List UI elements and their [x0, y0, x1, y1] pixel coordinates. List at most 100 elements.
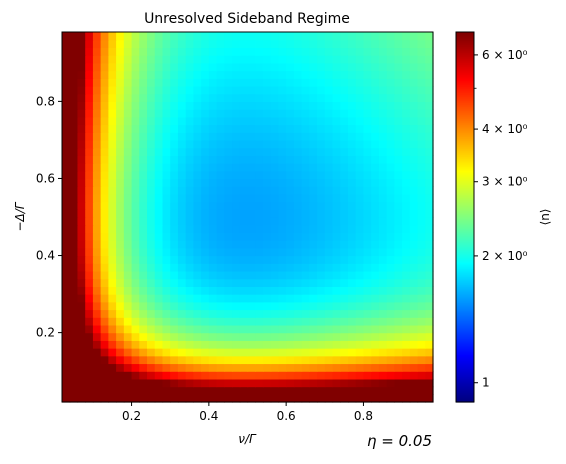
- heatmap-cell: [262, 70, 272, 79]
- heatmap-cell: [425, 355, 434, 365]
- heatmap-cell: [355, 178, 365, 187]
- heatmap-cell: [77, 39, 86, 49]
- heatmap-cell: [417, 340, 426, 349]
- heatmap-cell: [232, 363, 241, 372]
- colorbar-segment: [456, 210, 474, 213]
- heatmap-cell: [69, 163, 79, 172]
- heatmap-cell: [108, 232, 117, 241]
- heatmap-cell: [301, 193, 310, 203]
- heatmap-cell: [332, 163, 341, 172]
- heatmap-cell: [108, 263, 117, 272]
- heatmap-cell: [247, 132, 256, 141]
- heatmap-cell: [347, 386, 357, 395]
- heatmap-cell: [386, 155, 395, 164]
- heatmap-cell: [201, 348, 210, 357]
- heatmap-cell: [402, 294, 411, 303]
- colorbar-segment: [456, 86, 474, 89]
- heatmap-cell: [193, 255, 202, 264]
- heatmap-cell: [108, 39, 117, 49]
- heatmap-cell: [394, 93, 403, 102]
- heatmap-cell: [208, 348, 218, 357]
- heatmap-cell: [402, 116, 411, 126]
- heatmap-cell: [208, 317, 218, 326]
- heatmap-cell: [108, 363, 117, 372]
- heatmap-cell: [239, 294, 249, 303]
- heatmap-cell: [363, 340, 372, 349]
- heatmap-cell: [363, 255, 372, 264]
- colorbar-tick-label: 6 × 10⁰: [482, 48, 528, 62]
- heatmap-cell: [293, 224, 303, 234]
- heatmap-cell: [293, 278, 303, 287]
- heatmap-cell: [108, 217, 117, 226]
- heatmap-cell: [278, 348, 287, 357]
- heatmap-cell: [170, 217, 179, 226]
- colorbar-segment: [456, 268, 474, 271]
- heatmap-cell: [378, 240, 388, 249]
- heatmap-cell: [317, 155, 326, 164]
- heatmap-cell: [154, 348, 164, 357]
- heatmap-cell: [293, 371, 303, 380]
- heatmap-cell: [177, 224, 187, 234]
- heatmap-cell: [394, 163, 403, 172]
- heatmap-cell: [177, 109, 187, 118]
- heatmap-cell: [116, 247, 125, 257]
- colorbar-segment: [456, 112, 474, 115]
- heatmap-cell: [340, 124, 349, 133]
- heatmap-cell: [239, 132, 249, 141]
- heatmap-cell: [324, 240, 334, 249]
- heatmap-cell: [131, 55, 140, 64]
- heatmap-cell: [363, 386, 372, 395]
- heatmap-cell: [154, 39, 164, 49]
- heatmap-cell: [123, 355, 133, 365]
- colorbar-segment: [456, 358, 474, 361]
- heatmap-cell: [177, 32, 187, 41]
- heatmap-cell: [255, 101, 264, 110]
- heatmap-cell: [92, 147, 102, 156]
- heatmap-cell: [131, 263, 140, 272]
- heatmap-cell: [309, 371, 318, 380]
- heatmap-cell: [116, 378, 125, 388]
- heatmap-cell: [402, 139, 411, 149]
- heatmap-cell: [154, 332, 164, 341]
- heatmap-cell: [301, 139, 310, 149]
- heatmap-cell: [232, 155, 241, 164]
- heatmap-cell: [139, 178, 148, 187]
- heatmap-cell: [417, 378, 426, 388]
- heatmap-cell: [371, 132, 380, 141]
- heatmap-cell: [270, 294, 280, 303]
- heatmap-cell: [162, 62, 171, 72]
- heatmap-cell: [62, 116, 71, 126]
- heatmap-cell: [147, 286, 156, 295]
- heatmap-cell: [116, 240, 125, 249]
- heatmap-cell: [355, 240, 365, 249]
- heatmap-cell: [85, 62, 94, 72]
- heatmap-cell: [255, 132, 264, 141]
- heatmap-cell: [355, 186, 365, 195]
- colorbar-segment: [456, 166, 474, 169]
- heatmap-cell: [270, 394, 280, 403]
- heatmap-cell: [239, 363, 249, 372]
- heatmap-cell: [402, 109, 411, 118]
- colorbar-segment: [456, 32, 474, 35]
- heatmap-cell: [425, 39, 434, 49]
- heatmap-cell: [85, 301, 94, 311]
- heatmap-cell: [286, 109, 295, 118]
- heatmap-cell: [139, 132, 148, 141]
- heatmap-cell: [286, 340, 295, 349]
- heatmap-cell: [131, 355, 140, 365]
- heatmap-cell: [409, 371, 419, 380]
- heatmap-cell: [402, 317, 411, 326]
- heatmap-cell: [216, 278, 225, 287]
- heatmap-cell: [85, 247, 94, 257]
- heatmap-cell: [177, 255, 187, 264]
- heatmap-cell: [100, 286, 109, 295]
- heatmap-cell: [185, 348, 194, 357]
- heatmap-cell: [232, 101, 241, 110]
- heatmap-cell: [147, 186, 156, 195]
- heatmap-cell: [301, 47, 310, 56]
- heatmap-cell: [147, 178, 156, 187]
- heatmap-cell: [232, 332, 241, 341]
- heatmap-cell: [262, 240, 272, 249]
- heatmap-cell: [224, 70, 233, 79]
- heatmap-cell: [425, 70, 434, 79]
